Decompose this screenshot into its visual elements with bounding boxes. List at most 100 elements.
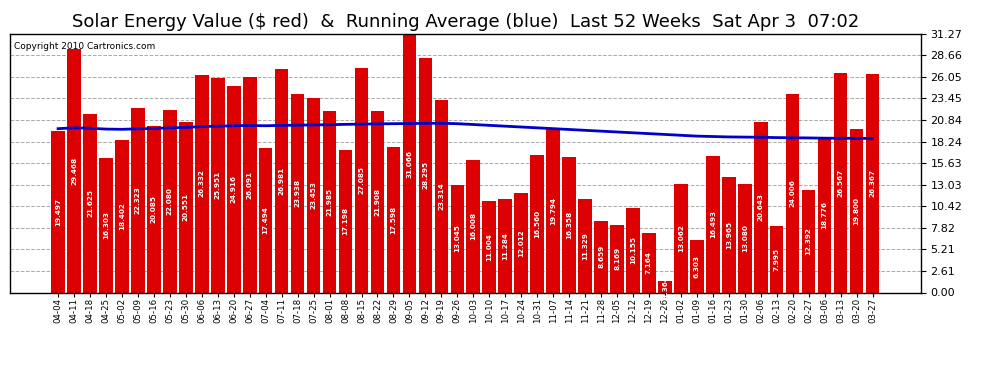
Text: 23.453: 23.453 bbox=[311, 182, 317, 209]
Text: 17.198: 17.198 bbox=[343, 207, 348, 236]
Text: 1.364: 1.364 bbox=[662, 275, 668, 298]
Text: 26.567: 26.567 bbox=[838, 168, 843, 196]
Bar bbox=[211, 78, 225, 292]
Text: 21.985: 21.985 bbox=[327, 188, 333, 216]
Bar bbox=[354, 68, 368, 292]
Text: 26.091: 26.091 bbox=[247, 171, 252, 198]
Text: 16.008: 16.008 bbox=[470, 212, 476, 240]
Text: 20.551: 20.551 bbox=[183, 194, 189, 222]
Text: 22.080: 22.080 bbox=[167, 187, 173, 215]
Text: 11.004: 11.004 bbox=[486, 233, 492, 261]
Text: 12.012: 12.012 bbox=[518, 229, 524, 256]
Text: 24.006: 24.006 bbox=[790, 179, 796, 207]
Bar bbox=[370, 111, 384, 292]
Bar bbox=[706, 156, 720, 292]
Bar bbox=[115, 140, 129, 292]
Text: 16.560: 16.560 bbox=[535, 210, 541, 238]
Text: 29.468: 29.468 bbox=[71, 156, 77, 184]
Text: 26.981: 26.981 bbox=[278, 167, 285, 195]
Bar bbox=[387, 147, 400, 292]
Bar bbox=[403, 36, 416, 292]
Text: 17.494: 17.494 bbox=[262, 206, 268, 234]
Bar bbox=[802, 190, 816, 292]
Bar bbox=[865, 74, 879, 292]
Bar bbox=[450, 184, 464, 292]
Text: 26.367: 26.367 bbox=[869, 170, 875, 197]
Text: 23.314: 23.314 bbox=[439, 182, 445, 210]
Text: Copyright 2010 Cartronics.com: Copyright 2010 Cartronics.com bbox=[15, 42, 155, 51]
Text: 19.800: 19.800 bbox=[853, 196, 859, 225]
Bar bbox=[195, 75, 209, 292]
Bar bbox=[690, 240, 704, 292]
Text: 20.085: 20.085 bbox=[150, 195, 156, 223]
Bar bbox=[515, 193, 528, 292]
Text: 27.085: 27.085 bbox=[358, 166, 364, 195]
Text: 25.951: 25.951 bbox=[215, 171, 221, 199]
Bar bbox=[339, 150, 352, 292]
Bar bbox=[291, 94, 304, 292]
Bar bbox=[307, 98, 321, 292]
Text: 22.323: 22.323 bbox=[135, 186, 141, 214]
Text: 6.303: 6.303 bbox=[694, 255, 700, 278]
Text: 11.329: 11.329 bbox=[582, 232, 588, 260]
Bar bbox=[658, 281, 671, 292]
Bar bbox=[179, 123, 193, 292]
Bar bbox=[419, 58, 433, 292]
Text: 12.392: 12.392 bbox=[806, 227, 812, 255]
Text: 16.493: 16.493 bbox=[710, 210, 716, 238]
Text: 18.776: 18.776 bbox=[822, 201, 828, 229]
Bar bbox=[243, 76, 256, 292]
Text: 21.908: 21.908 bbox=[374, 188, 380, 216]
Bar bbox=[259, 148, 272, 292]
Text: 26.332: 26.332 bbox=[199, 170, 205, 198]
Text: 23.938: 23.938 bbox=[295, 180, 301, 207]
Text: 19.794: 19.794 bbox=[550, 196, 556, 225]
Text: 13.965: 13.965 bbox=[726, 220, 732, 249]
Bar bbox=[323, 111, 337, 292]
Text: 28.295: 28.295 bbox=[423, 161, 429, 189]
Title: Solar Energy Value ($ red)  &  Running Average (blue)  Last 52 Weeks  Sat Apr 3 : Solar Energy Value ($ red) & Running Ave… bbox=[71, 13, 859, 31]
Bar bbox=[834, 73, 847, 292]
Text: 31.066: 31.066 bbox=[407, 150, 413, 178]
Bar bbox=[466, 160, 480, 292]
Bar bbox=[51, 131, 65, 292]
Text: 16.303: 16.303 bbox=[103, 211, 109, 239]
Bar bbox=[770, 226, 783, 292]
Text: 16.358: 16.358 bbox=[566, 211, 572, 239]
Bar bbox=[786, 94, 800, 292]
Bar bbox=[627, 209, 640, 292]
Bar bbox=[722, 177, 736, 292]
Text: 13.080: 13.080 bbox=[742, 225, 747, 252]
Bar bbox=[531, 156, 544, 292]
Bar bbox=[275, 69, 288, 292]
Text: 18.402: 18.402 bbox=[119, 202, 125, 230]
Bar bbox=[482, 201, 496, 292]
Text: 20.643: 20.643 bbox=[757, 193, 763, 221]
Text: 13.062: 13.062 bbox=[678, 225, 684, 252]
Bar bbox=[562, 157, 576, 292]
Text: 13.045: 13.045 bbox=[454, 225, 460, 252]
Text: 10.155: 10.155 bbox=[630, 237, 636, 264]
Text: 7.995: 7.995 bbox=[774, 248, 780, 271]
Bar bbox=[674, 184, 688, 292]
Bar bbox=[148, 126, 160, 292]
Bar bbox=[67, 49, 81, 292]
Bar bbox=[738, 184, 751, 292]
Bar bbox=[578, 199, 592, 292]
Text: 11.284: 11.284 bbox=[502, 232, 508, 260]
Bar bbox=[594, 221, 608, 292]
Bar bbox=[643, 233, 655, 292]
Bar bbox=[131, 108, 145, 292]
Text: 8.659: 8.659 bbox=[598, 245, 604, 268]
Bar bbox=[83, 114, 97, 292]
Bar bbox=[498, 199, 512, 292]
Bar bbox=[99, 158, 113, 292]
Bar bbox=[227, 86, 241, 292]
Text: 21.625: 21.625 bbox=[87, 189, 93, 217]
Text: 17.598: 17.598 bbox=[390, 206, 396, 234]
Bar bbox=[163, 110, 176, 292]
Text: 24.916: 24.916 bbox=[231, 176, 237, 203]
Text: 19.497: 19.497 bbox=[55, 198, 61, 226]
Text: 7.164: 7.164 bbox=[645, 251, 652, 274]
Bar bbox=[849, 129, 863, 292]
